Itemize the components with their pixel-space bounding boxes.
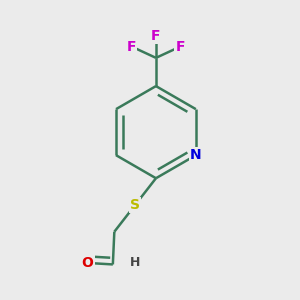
Text: F: F (151, 28, 161, 43)
Text: O: O (82, 256, 94, 270)
Text: H: H (130, 256, 140, 269)
Text: F: F (127, 40, 136, 54)
Text: S: S (130, 198, 140, 212)
Text: N: N (190, 148, 202, 162)
Text: F: F (176, 40, 185, 54)
